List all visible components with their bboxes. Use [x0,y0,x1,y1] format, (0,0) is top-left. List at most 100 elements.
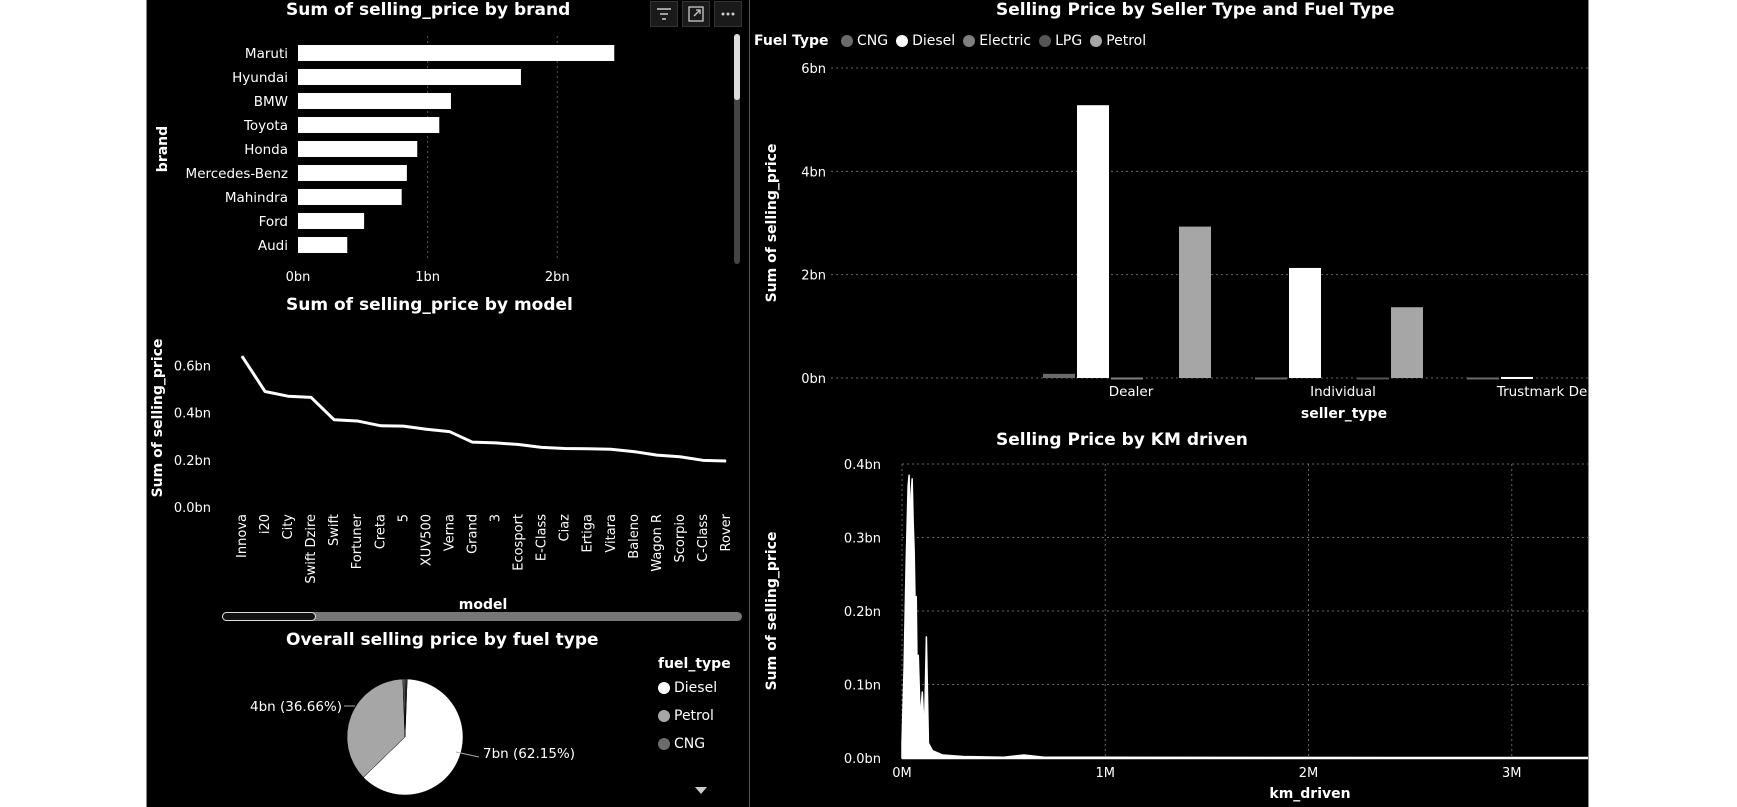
data-point [907,485,909,487]
legend-item[interactable]: Diesel [896,33,955,49]
x-axis-title: model [459,597,508,613]
bar [298,117,440,133]
data-point [913,551,915,553]
x-tick-label: Fortuner [350,513,365,569]
legend-item[interactable]: Electric [963,33,1031,49]
x-tick-label: Grand [465,514,480,554]
bar [298,93,451,109]
report-canvas: Sum of selling_price by brand 0bn 1bn 2bn M… [146,0,1588,807]
legend-item[interactable]: Petrol [1090,33,1146,49]
data-point [915,595,917,597]
data-point [916,683,918,686]
legend-marker [658,738,670,750]
x-axis-title: seller_type [1301,406,1387,422]
data-point [356,420,358,422]
x-tick-label: Trustmark Dealer [1496,384,1588,400]
data-point [656,454,658,456]
data-label: 7bn (62.15%) [483,746,575,762]
legend-item[interactable]: CNG [841,33,888,49]
scrollbar-thumb[interactable] [734,34,740,100]
series-line [240,355,727,463]
pie-legend: Diesel Petrol CNG [658,680,717,764]
data-label: 4bn (36.66%) [250,699,342,715]
y-tick-label: BMW [254,94,288,110]
bar-cng [1043,373,1075,378]
data-point [287,395,289,397]
data-point [911,478,913,480]
model-chart-scrollbar[interactable] [222,612,742,621]
data-point [541,446,543,448]
fuel-legend-title: Fuel Type [754,33,829,49]
data-point [919,720,921,722]
more-options-icon [721,12,735,16]
brand-chart-scrollbar[interactable] [734,34,740,264]
pie-chart-title: Overall selling price by fuel type [286,630,599,650]
legend-item[interactable]: CNG [658,736,717,764]
y-tick-label: 0.2bn [844,605,881,620]
data-point [679,456,681,458]
pie-slice [404,678,408,738]
filter-button[interactable] [650,1,678,27]
y-axis-title: Sum of selling_price [764,532,780,691]
x-tick-label: Swift Dzire [304,514,319,584]
scrollbar-thumb[interactable] [222,612,316,621]
legend-marker [841,35,853,47]
pie-legend-title: fuel_type [658,656,731,672]
focus-mode-button[interactable] [682,1,710,27]
y-axis-title: brand [155,126,171,172]
data-point [333,419,335,421]
brand-bar-chart: 0bn 1bn 2bn Maruti Hyundai BMW Toyota Honda Merc… [155,36,615,285]
data-point [923,735,925,737]
x-tick-label: XUV500 [419,514,434,566]
data-point [241,355,243,357]
data-point [912,522,914,524]
legend-label: Petrol [1106,33,1147,49]
brand-chart-title: Sum of selling_price by brand [286,0,571,20]
x-tick-label: Wagon R [650,514,665,572]
data-point [905,566,907,568]
x-tick-label: Ciaz [558,514,573,542]
legend-scroll-down-icon[interactable] [695,787,707,794]
legend-item[interactable]: Petrol [658,708,717,736]
y-tick-label: 0.6bn [174,360,211,375]
x-tick-label: Vitara [604,514,619,553]
x-axis-title: km_driven [1269,786,1350,802]
y-tick-label: Audi [258,238,288,254]
y-tick-label: Mahindra [225,190,288,206]
x-tick-label: C-Class [696,514,711,562]
legend-item[interactable]: Diesel [658,680,717,708]
y-tick-label: Mercedes-Benz [186,166,288,182]
bar-diesel [1501,376,1533,379]
legend-item[interactable]: LPG [1039,33,1082,49]
bar [298,69,521,85]
data-point [901,742,903,744]
x-tick-label: Individual [1310,384,1376,400]
legend-marker [658,710,670,722]
x-tick-label: 5 [396,514,411,522]
y-tick-label: 0.4bn [174,407,211,422]
data-point [564,448,566,450]
data-point [942,754,944,756]
x-tick-label: Creta [373,514,388,549]
model-line-chart: 0.0bn 0.2bn 0.4bn 0.6bn Innova i20 City Swift D… [150,339,734,613]
model-chart-title: Sum of selling_price by model [286,295,573,315]
legend-marker [1090,35,1103,47]
x-tick-label: City [281,514,296,540]
data-point [914,610,916,612]
data-point [518,444,520,446]
bar [298,165,407,181]
more-options-button[interactable] [714,1,742,27]
data-point [925,636,927,638]
y-tick-label: 4bn [801,165,826,180]
seller-type-bar-chart: 0bn 2bn 4bn 6bn Dealer Individual Trustmark De… [764,62,1588,422]
legend-label: Electric [979,33,1032,49]
filter-icon [657,8,671,20]
data-point [448,431,450,433]
data-point [264,391,266,392]
y-tick-label: Hyundai [232,70,288,86]
data-point [725,460,727,462]
bar-cng [1467,377,1499,380]
legend-marker [963,35,976,47]
y-axis-title: Sum of selling_price [150,339,166,498]
x-tick-label: Baleno [627,514,642,559]
